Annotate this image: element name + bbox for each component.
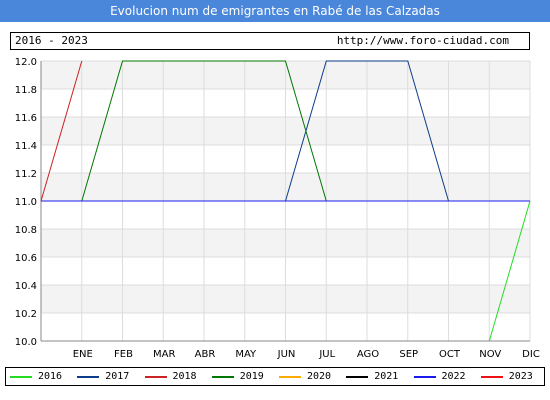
y-tick-label: 11.4 (15, 141, 37, 152)
legend-swatch (211, 376, 234, 378)
legend: 2016 2017 2018 2019 2020 2021 2022 2023 (5, 367, 545, 386)
series-line-2016 (488, 200, 531, 342)
y-tick-label: 10.6 (15, 253, 37, 264)
x-tick-label: MAY (235, 349, 257, 360)
legend-swatch (480, 376, 503, 378)
x-tick-label: MAR (153, 349, 175, 360)
y-tick-label: 11.6 (15, 113, 37, 124)
legend-label: 2017 (105, 371, 130, 382)
y-tick-label: 10.0 (15, 337, 37, 348)
legend-swatch (10, 376, 32, 378)
x-tick-label: ENE (73, 349, 93, 360)
legend-swatch (346, 376, 369, 378)
y-tick-label: 12.0 (15, 57, 37, 68)
legend-swatch (413, 376, 436, 378)
y-tick-label: 10.2 (15, 309, 37, 320)
y-tick-label: 10.4 (15, 281, 37, 292)
x-tick-label: JUN (277, 349, 296, 360)
y-tick-label: 10.8 (15, 225, 37, 236)
period-label: 2016 - 2023 (15, 34, 88, 47)
site-label: http://www.foro-ciudad.com (336, 34, 509, 47)
legend-swatch (144, 376, 167, 378)
series-line-2019 (81, 60, 327, 202)
x-tick-label: OCT (439, 349, 461, 360)
x-tick-label: DIC (522, 349, 540, 360)
legend-label: 2021 (374, 371, 399, 382)
info-bar: 2016 - 2023 http://www.foro-ciudad.com (10, 32, 530, 50)
legend-swatch (279, 376, 301, 378)
legend-swatch (77, 376, 100, 378)
series-line-2018 (40, 60, 83, 202)
x-tick-label: NOV (479, 349, 501, 360)
x-tick-label: JUL (318, 349, 335, 360)
legend-label: 2020 (307, 371, 332, 382)
y-tick-label: 11.2 (15, 169, 37, 180)
x-tick-label: FEB (114, 349, 133, 360)
x-tick-label: ABR (195, 349, 216, 360)
x-tick-label: AGO (357, 349, 379, 360)
y-tick-label: 11.0 (15, 197, 37, 208)
legend-label: 2023 (508, 371, 533, 382)
x-tick-label: SEP (399, 349, 418, 360)
chart-title: Evolucion num de emigrantes en Rabé de l… (0, 0, 550, 22)
legend-label: 2018 (172, 371, 197, 382)
legend-label: 2019 (239, 371, 264, 382)
y-tick-label: 11.8 (15, 85, 37, 96)
legend-label: 2016 (38, 371, 63, 382)
legend-label: 2022 (441, 371, 466, 382)
